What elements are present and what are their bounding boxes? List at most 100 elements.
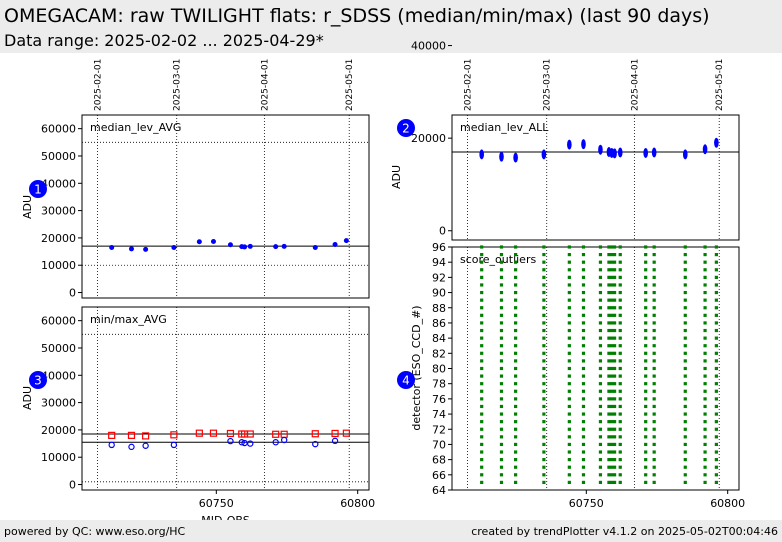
data-point — [598, 442, 603, 447]
data-point — [247, 243, 253, 249]
data-point — [618, 382, 622, 386]
data-point — [499, 306, 504, 310]
y-tick-label: 40000 — [41, 369, 76, 382]
data-point — [567, 450, 571, 454]
data-point — [581, 359, 586, 363]
data-point — [683, 260, 687, 264]
data-point — [196, 239, 202, 245]
data-point — [610, 412, 614, 416]
date-tick-label: 2025-03-01 — [173, 59, 183, 111]
data-point — [247, 440, 254, 447]
data-point — [652, 283, 656, 287]
data-point — [618, 366, 622, 371]
data-point — [610, 435, 614, 439]
data-point — [514, 412, 518, 416]
data-point — [499, 252, 504, 257]
data-point — [598, 245, 603, 249]
data-point — [683, 473, 687, 477]
data-point — [542, 427, 546, 431]
data-point — [581, 328, 586, 333]
data-point — [652, 458, 656, 462]
data-point — [567, 306, 571, 310]
data-point — [652, 442, 656, 447]
data-point — [598, 465, 603, 469]
data-point — [226, 429, 235, 438]
data-point — [714, 389, 718, 393]
data-point — [683, 328, 687, 333]
data-point — [542, 283, 546, 287]
y-tick-label: 64 — [432, 484, 446, 497]
y-axis-label: ADU — [390, 165, 403, 189]
data-point — [652, 480, 656, 485]
data-point — [618, 404, 622, 409]
data-point — [581, 283, 586, 287]
data-point — [598, 397, 603, 401]
data-point — [714, 404, 718, 409]
y-axis-label: ADU — [21, 195, 34, 219]
data-point — [499, 359, 504, 363]
date-tick-label: 2025-02-01 — [464, 59, 474, 111]
data-point — [714, 268, 718, 272]
data-point — [581, 442, 586, 447]
panel-badge — [397, 371, 415, 389]
data-point — [607, 404, 611, 409]
data-point — [195, 429, 203, 437]
data-point — [714, 321, 718, 325]
data-point — [542, 245, 546, 249]
data-point — [598, 290, 603, 295]
data-point — [652, 306, 656, 310]
data-point — [612, 336, 617, 340]
data-point — [499, 450, 504, 454]
data-point — [567, 389, 571, 393]
data-point — [499, 351, 504, 355]
data-point — [618, 336, 622, 340]
date-tick-label: 2025-02-01 — [94, 59, 104, 111]
data-point — [683, 252, 687, 257]
data-point — [598, 473, 603, 477]
data-point — [612, 268, 617, 272]
data-point — [581, 268, 586, 272]
data-point — [652, 412, 656, 416]
data-point — [644, 420, 648, 424]
data-point — [610, 252, 614, 257]
data-point — [652, 344, 656, 348]
data-point — [683, 480, 687, 485]
data-point — [514, 344, 518, 348]
data-point — [128, 246, 134, 252]
data-point — [598, 252, 603, 257]
data-point — [542, 404, 546, 409]
data-point — [644, 344, 648, 348]
data-point — [610, 458, 614, 462]
data-point — [480, 359, 484, 363]
data-point — [567, 382, 571, 386]
data-point — [644, 313, 648, 317]
data-point — [618, 465, 622, 469]
data-point — [612, 404, 617, 409]
data-point — [683, 336, 687, 340]
y-tick-label: 0 — [69, 479, 76, 492]
data-point — [312, 244, 318, 250]
chart-minmax_AVG: 0 10000 20000 30000 40000 50000 60000 60750 6080… — [21, 306, 375, 527]
data-point — [703, 359, 707, 363]
data-point — [567, 427, 571, 431]
data-point — [514, 465, 518, 469]
data-point — [542, 275, 546, 279]
data-point — [644, 480, 648, 485]
data-point — [610, 389, 614, 393]
data-point — [703, 313, 707, 317]
data-point — [480, 298, 484, 302]
date-tick-label: 2025-04-01 — [260, 59, 270, 111]
data-point — [618, 260, 622, 264]
data-point — [644, 306, 648, 310]
date-tick-label: 2025-03-01 — [543, 59, 553, 111]
data-point — [499, 290, 504, 295]
data-point — [714, 306, 718, 310]
data-point — [644, 397, 648, 401]
data-point — [683, 427, 687, 431]
data-point — [598, 427, 603, 431]
plot-frame — [451, 246, 740, 491]
data-point — [644, 336, 648, 340]
data-point — [499, 245, 504, 249]
data-point — [612, 321, 617, 325]
